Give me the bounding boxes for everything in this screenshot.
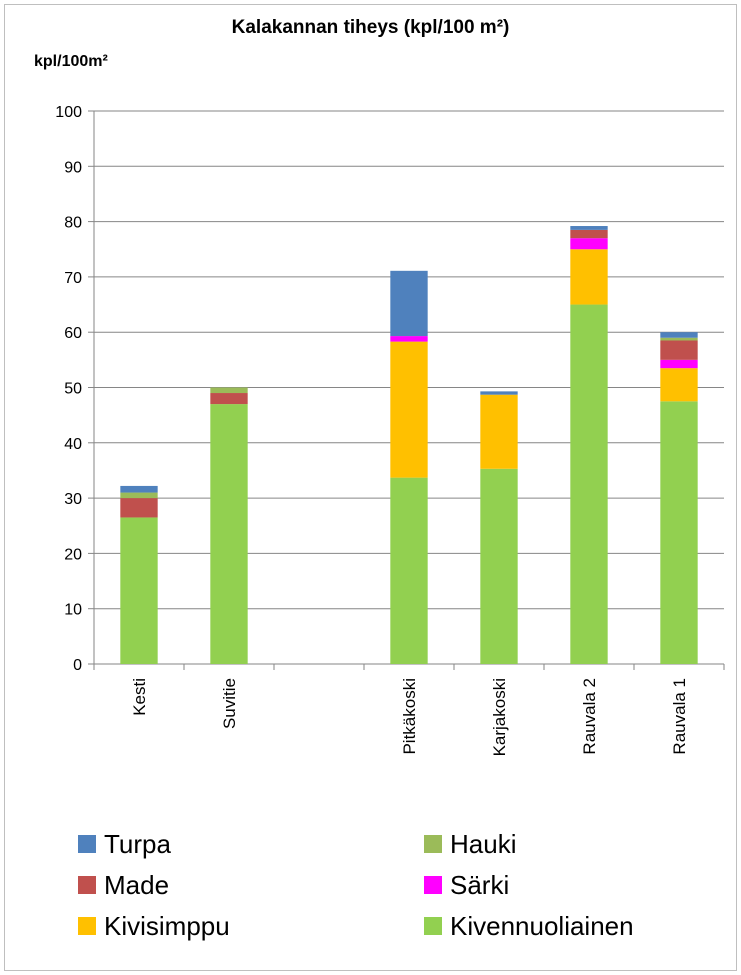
bar-segment [120, 485, 158, 493]
legend-swatch [78, 917, 96, 935]
bar-segment [480, 394, 518, 469]
x-category-label: Kesti [130, 678, 149, 716]
y-tick-label: 50 [64, 381, 82, 398]
legend-label: Turpa [104, 828, 171, 859]
legend-swatch [78, 835, 96, 853]
legend-item: Hauki [424, 826, 516, 862]
bar-segment [660, 359, 698, 369]
bar-segment [570, 304, 608, 664]
legend-label: Särki [450, 869, 510, 900]
x-category-label: Pitkäkoski [400, 678, 419, 755]
bar-segment [570, 238, 608, 250]
legend-swatch [78, 876, 96, 894]
bar-segment [210, 404, 248, 664]
legend-label: Kivisimppu [104, 910, 230, 941]
y-axis-unit-label: kpl/100m² [34, 53, 108, 70]
legend-label: Made [104, 869, 170, 900]
legend-item: Made [78, 867, 169, 903]
bar-segment [660, 337, 698, 341]
bar-segment [570, 249, 608, 305]
legend-item: Särki [424, 867, 509, 903]
bar-segment [120, 517, 158, 664]
x-category-label: Suvitie [220, 678, 239, 729]
bar-segment [390, 341, 428, 478]
bar-segment [390, 270, 428, 337]
bar-segment [210, 393, 248, 405]
legend-label: Hauki [450, 828, 517, 859]
chart-title: Kalakannan tiheys (kpl/100 m²) [231, 17, 510, 38]
bar-segment [480, 468, 518, 664]
bar-segment [660, 368, 698, 402]
bar-segment [120, 492, 158, 499]
legend-item: Kivennuoliainen [424, 908, 634, 944]
y-tick-label: 30 [64, 491, 82, 508]
legend-item: Kivisimppu [78, 908, 230, 944]
y-tick-label: 60 [64, 325, 82, 342]
bar-segment [660, 401, 698, 664]
x-category-label: Karjakoski [490, 678, 509, 756]
bar-segment [480, 391, 518, 395]
y-tick-label: 100 [55, 104, 82, 121]
bar-segment [570, 226, 608, 230]
bar-segment [660, 332, 698, 338]
y-tick-label: 90 [64, 159, 82, 176]
y-tick-label: 0 [73, 657, 82, 674]
bar-segment [390, 336, 428, 342]
bar-segment [660, 340, 698, 360]
y-tick-label: 40 [64, 436, 82, 453]
bar-segment [210, 387, 248, 394]
legend-label: Kivennuoliainen [450, 910, 634, 941]
bar-segment [570, 229, 608, 239]
y-tick-label: 80 [64, 215, 82, 232]
x-category-label: Rauvala 1 [670, 678, 689, 755]
y-tick-label: 20 [64, 546, 82, 563]
bar-segment [390, 477, 428, 664]
legend-swatch [424, 917, 442, 935]
x-category-label: Rauvala 2 [580, 678, 599, 755]
y-tick-label: 70 [64, 270, 82, 287]
legend-item: Turpa [78, 826, 171, 862]
y-tick-label: 10 [64, 602, 82, 619]
bar-segment [120, 498, 158, 518]
legend-swatch [424, 835, 442, 853]
legend-swatch [424, 876, 442, 894]
